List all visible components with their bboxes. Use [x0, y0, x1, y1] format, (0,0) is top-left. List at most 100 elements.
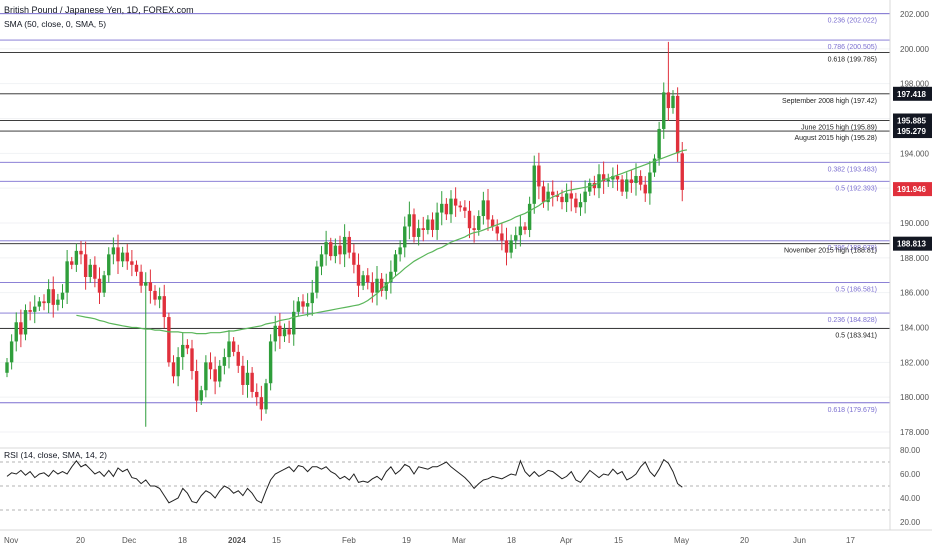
- price-tick-label: 178.000: [900, 428, 929, 437]
- candle-body: [194, 371, 199, 401]
- candle-body: [56, 299, 60, 305]
- candle-body: [120, 252, 125, 262]
- time-tick-label: 17: [846, 536, 855, 545]
- candle-body: [144, 282, 148, 286]
- candle-body: [379, 278, 384, 291]
- candle-body: [42, 301, 46, 304]
- candle-body: [51, 289, 55, 305]
- candle-body: [296, 301, 301, 312]
- price-tick-label: 184.000: [900, 324, 929, 333]
- candle-body: [282, 329, 287, 337]
- candle-body: [662, 92, 666, 129]
- candle-body: [449, 198, 453, 215]
- candle-body: [236, 351, 240, 366]
- candle-body: [79, 250, 83, 255]
- candle-body: [111, 247, 116, 255]
- candle-body: [301, 301, 305, 307]
- candle-body: [153, 290, 157, 300]
- candle-body: [509, 240, 513, 253]
- candle-body: [171, 362, 176, 377]
- level-label: 0.786 (188.978): [828, 245, 877, 252]
- candle-body: [481, 200, 486, 217]
- candle-body: [486, 200, 490, 220]
- candle-body: [588, 182, 592, 192]
- candle-body: [102, 275, 106, 293]
- candle-body: [467, 210, 472, 229]
- candle-body: [204, 362, 208, 391]
- candle-body: [83, 254, 88, 277]
- candle-body: [264, 383, 268, 410]
- candle-body: [356, 264, 361, 286]
- time-tick-label: 2024: [228, 536, 246, 545]
- level-label: August 2015 high (195.28): [794, 135, 877, 142]
- candle-body: [426, 219, 430, 230]
- level-labels: 0.236 (202.022) 0.786 (200.505) 0.618 (199…: [782, 18, 877, 414]
- candle-body: [125, 252, 129, 262]
- price-tick-label: 182.000: [900, 358, 929, 367]
- candle-body: [500, 233, 504, 241]
- candle-body: [259, 397, 264, 410]
- price-tag-label: 197.418: [897, 90, 926, 99]
- candle-body: [37, 301, 42, 307]
- candle-body: [680, 153, 684, 190]
- candle-body: [292, 311, 296, 335]
- price-tick-label: 180.000: [900, 393, 929, 402]
- rsi-reference-lines: [0, 461, 890, 511]
- candle-body: [398, 247, 402, 255]
- candle-body: [310, 292, 314, 304]
- level-label: 0.5 (192.393): [835, 185, 877, 192]
- candle-body: [46, 289, 51, 304]
- candle-body: [148, 282, 153, 291]
- candle-body: [33, 306, 37, 312]
- candle-body: [648, 172, 652, 194]
- candle-body: [435, 212, 439, 230]
- candle-body: [634, 175, 638, 183]
- candle-body: [583, 191, 587, 203]
- level-lines: [0, 13, 890, 404]
- candle-body: [333, 245, 338, 257]
- candle-body: [268, 341, 273, 384]
- price-tick-label: 200.000: [900, 45, 929, 54]
- candle-body: [523, 226, 527, 230]
- candle-body: [245, 372, 250, 385]
- time-tick-label: Dec: [122, 536, 136, 545]
- time-tick-label: 19: [402, 536, 411, 545]
- time-tick-label: Nov: [4, 536, 18, 545]
- price-tag-label: 195.279: [897, 127, 926, 136]
- time-tick-label: May: [674, 536, 689, 545]
- candle-body: [578, 202, 583, 208]
- candle-body: [597, 174, 601, 189]
- candle-body: [208, 362, 213, 370]
- candle-body: [569, 193, 573, 199]
- candle-body: [430, 219, 435, 230]
- candle-body: [463, 207, 467, 211]
- candle-body: [19, 322, 23, 335]
- rsi-axis: 80.00 60.00 40.00 20.00: [900, 446, 921, 527]
- candle-body: [278, 325, 282, 337]
- candle-body: [5, 362, 9, 373]
- candle-body: [495, 226, 499, 234]
- candle-body: [287, 329, 291, 335]
- price-tag-box: [893, 113, 932, 128]
- candle-body: [638, 175, 643, 185]
- candle-body: [444, 203, 449, 215]
- candle-body: [162, 296, 166, 318]
- price-tag-label: 188.813: [897, 240, 926, 249]
- time-tick-label: 20: [740, 536, 749, 545]
- level-label: November 2015 high (188.81): [784, 248, 877, 255]
- candle-body: [490, 219, 495, 227]
- candle-body: [625, 179, 629, 192]
- rsi-line: [6, 458, 683, 504]
- price-tick-label: 194.000: [900, 149, 929, 158]
- candle-body: [116, 247, 120, 262]
- candle-body: [407, 214, 412, 227]
- candle-body: [227, 341, 231, 358]
- candle-body: [213, 369, 217, 382]
- price-grid: [0, 13, 890, 433]
- price-tag-box: [893, 124, 932, 139]
- candle-body: [324, 242, 328, 255]
- sma-50-line: [76, 149, 688, 335]
- time-tick-label: 15: [614, 536, 623, 545]
- candle-body: [370, 282, 375, 293]
